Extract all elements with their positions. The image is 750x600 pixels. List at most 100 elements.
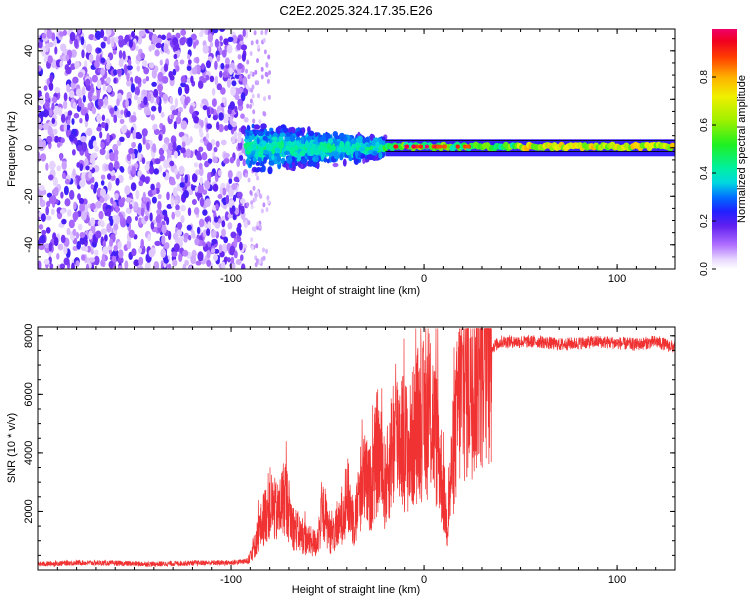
heatmap-cell (345, 140, 351, 148)
heatmap-cell (234, 207, 239, 215)
heatmap-cell (90, 203, 96, 210)
heatmap-cell (258, 149, 263, 158)
heatmap-cell (179, 182, 185, 188)
heatmap-cell (339, 153, 344, 161)
heatmap-cell (237, 98, 244, 107)
x-tick-label: 100 (608, 574, 626, 586)
heatmap-cell (139, 102, 146, 109)
heatmap-cell (38, 152, 41, 162)
heatmap-cell (93, 255, 100, 266)
heatmap-cell (220, 62, 225, 70)
heatmap-cell (225, 63, 230, 69)
heatmap-cell (250, 204, 254, 210)
heatmap-cell (220, 87, 226, 95)
y-tick-label: 40 (23, 45, 35, 57)
heatmap-cell (97, 98, 104, 107)
heatmap-cell (128, 59, 132, 66)
heatmap-cell (463, 144, 467, 149)
heatmap-cell (50, 195, 57, 204)
heatmap-cell (104, 164, 110, 171)
heatmap-cell (38, 41, 43, 49)
heatmap-cell (358, 146, 366, 152)
heatmap-cell (151, 69, 157, 79)
spectrogram-heatmap (38, 29, 675, 269)
heatmap-cell (60, 137, 65, 144)
heatmap-cell (142, 191, 146, 202)
heatmap-cell (265, 29, 268, 34)
heatmap-cell (106, 85, 113, 93)
heatmap-cell (54, 135, 59, 143)
heatmap-cell (178, 253, 183, 262)
heatmap-cell (99, 131, 103, 139)
heatmap-cell (163, 159, 169, 169)
heatmap-cell (175, 65, 180, 72)
heatmap-cell (254, 196, 258, 202)
heatmap-cell (51, 102, 55, 111)
heatmap-cell (221, 96, 226, 103)
heatmap-cell (393, 144, 398, 149)
colorbar-gradient (712, 29, 737, 269)
heatmap-cell (365, 143, 371, 148)
heatmap-cell (229, 245, 236, 256)
heatmap-cell (198, 146, 204, 153)
heatmap-cell (142, 78, 147, 84)
heatmap-cell (39, 195, 43, 203)
heatmap-cell (378, 151, 383, 159)
heatmap-cell (106, 132, 110, 143)
heatmap-cell (138, 256, 144, 266)
heatmap-cell (115, 215, 121, 225)
heatmap-cell (166, 191, 170, 201)
heatmap-cell (362, 157, 366, 165)
heatmap-cell (286, 156, 293, 164)
heatmap-cell (86, 127, 93, 137)
heatmap-cell (137, 170, 142, 177)
heatmap-cell (161, 124, 166, 135)
heatmap-cell (191, 199, 197, 205)
heatmap-cell (95, 200, 102, 209)
heatmap-cell (124, 64, 128, 74)
heatmap-cell (206, 249, 211, 259)
heatmap-cell (87, 91, 93, 101)
heatmap-cell (313, 149, 321, 156)
heatmap-cell (249, 71, 253, 76)
heatmap-cell (124, 260, 129, 269)
heatmap-cell (197, 79, 204, 89)
heatmap-cell (56, 142, 61, 148)
heatmap-cell (69, 90, 75, 98)
heatmap-cell (201, 98, 208, 105)
heatmap-cell (311, 143, 317, 149)
heatmap-cell (162, 143, 169, 151)
heatmap-cell (214, 60, 218, 70)
heatmap-cell (126, 239, 132, 250)
heatmap-cell (195, 260, 202, 266)
heatmap-cell (60, 209, 66, 214)
heatmap-cell (80, 108, 88, 116)
heatmap-cell (289, 141, 296, 149)
heatmap-cell (142, 89, 148, 96)
heatmap-cell (267, 166, 273, 175)
snr-xlabel: Height of straight line (km) (292, 584, 420, 596)
heatmap-cell (80, 135, 87, 143)
heatmap-cell (245, 84, 249, 90)
heatmap-cell (40, 234, 46, 245)
heatmap-cell (147, 233, 151, 242)
colorbar-tick-label: 0.2 (699, 214, 710, 228)
heatmap-cell (195, 169, 200, 176)
heatmap-cell (237, 131, 243, 137)
heatmap-cell (60, 43, 67, 52)
heatmap-cell (443, 144, 447, 149)
heatmap-cell (76, 175, 80, 186)
heatmap-cell (252, 109, 256, 115)
heatmap-cell (296, 131, 301, 137)
heatmap-cell (52, 128, 58, 135)
heatmap-cell (249, 98, 253, 104)
heatmap-cell (92, 140, 97, 149)
heatmap-cell (126, 79, 132, 87)
heatmap-cell (102, 240, 107, 248)
heatmap-cell (118, 50, 123, 59)
heatmap-cell (411, 144, 416, 149)
heatmap-cell (96, 114, 102, 123)
heatmap-cell (246, 103, 250, 109)
heatmap-cell (40, 213, 46, 222)
heatmap-cell (54, 86, 60, 94)
